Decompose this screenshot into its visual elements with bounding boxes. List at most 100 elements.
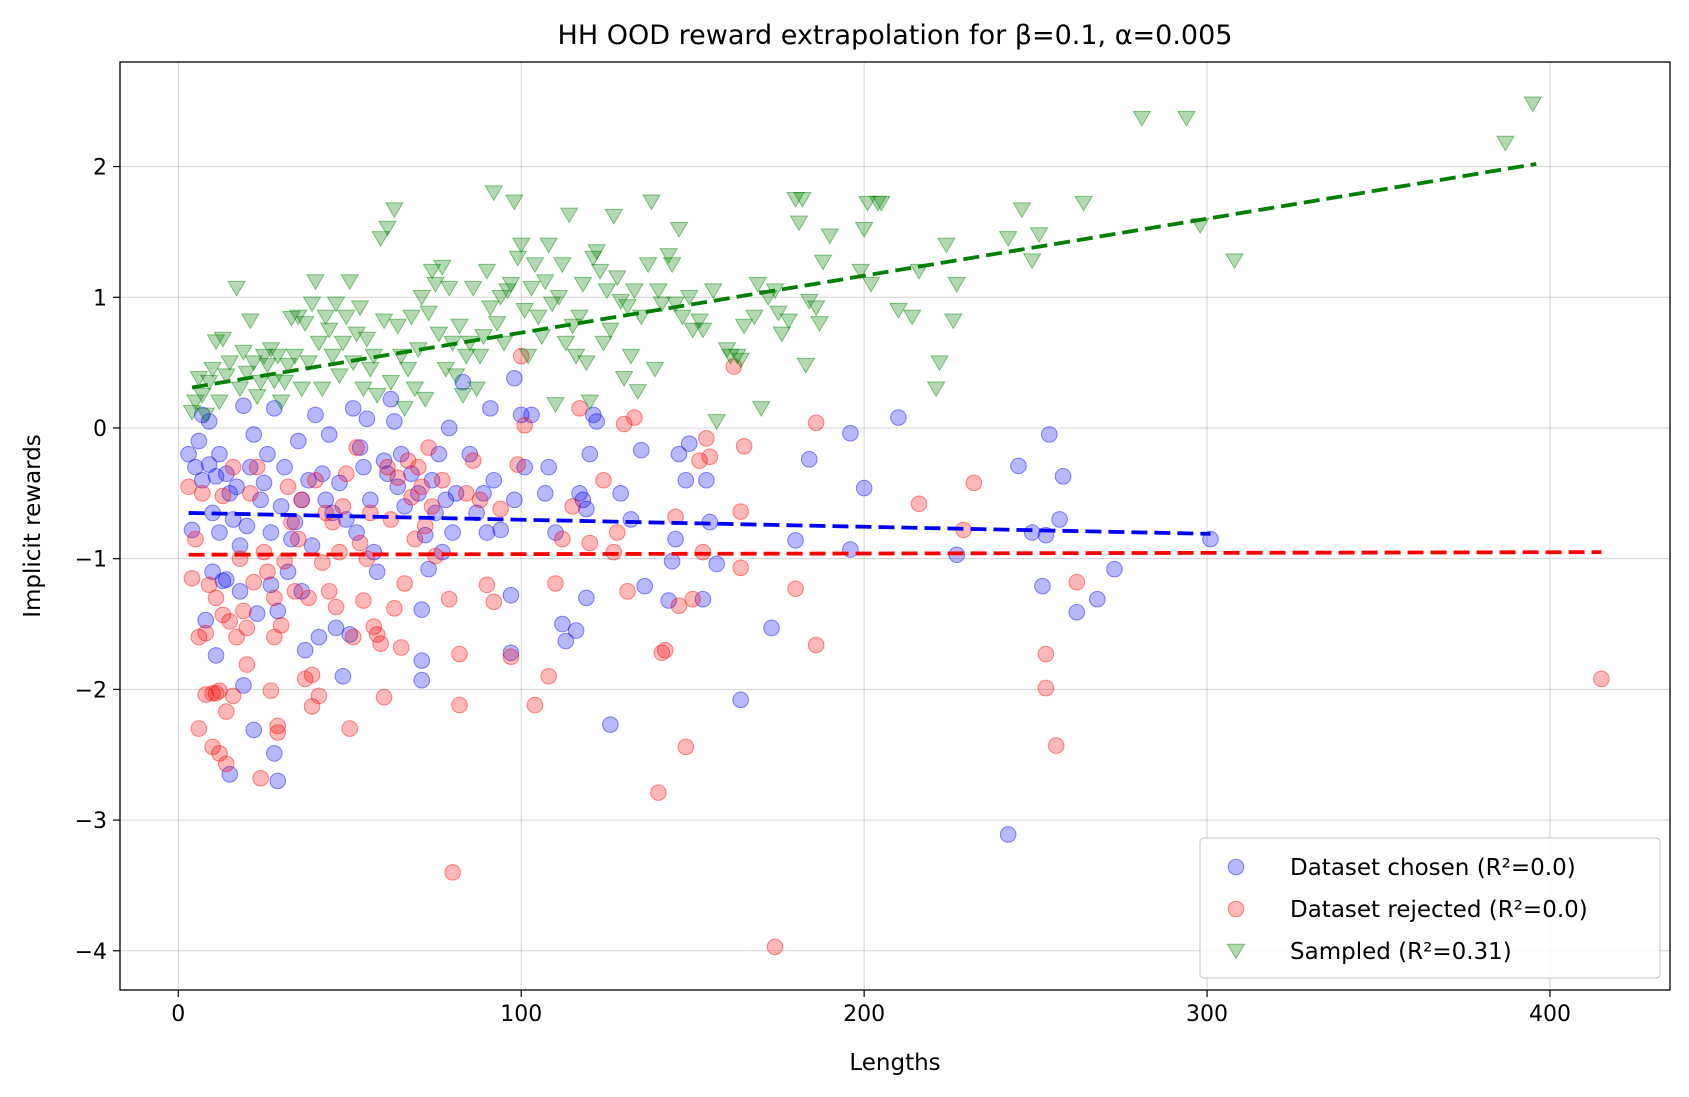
- data-point: [693, 322, 713, 339]
- data-point: [430, 445, 448, 463]
- data-point: [242, 458, 259, 476]
- data-point: [607, 270, 627, 287]
- data-point: [422, 263, 442, 280]
- data-point: [218, 703, 235, 720]
- data-point: [491, 289, 511, 306]
- data-point: [806, 300, 826, 317]
- data-point: [214, 487, 232, 505]
- data-point: [276, 458, 293, 476]
- data-point: [406, 530, 424, 548]
- data-point: [340, 274, 360, 291]
- data-point: [842, 424, 859, 442]
- data-point: [670, 597, 688, 615]
- chart-title: HH OOD reward extrapolation for β=0.1, α…: [558, 20, 1233, 51]
- data-point: [224, 687, 242, 705]
- data-point: [608, 524, 626, 541]
- data-point: [392, 445, 410, 463]
- data-point: [475, 485, 492, 502]
- data-point: [269, 717, 287, 735]
- data-point: [763, 619, 780, 637]
- data-point: [1022, 253, 1042, 270]
- data-point: [221, 613, 239, 630]
- data-point: [484, 185, 504, 202]
- data-point: [211, 445, 228, 463]
- data-point: [190, 628, 208, 646]
- y-tick-label: −3: [75, 809, 107, 834]
- data-point: [279, 563, 297, 581]
- data-point: [595, 471, 612, 489]
- data-point: [416, 526, 434, 544]
- data-point: [303, 666, 321, 684]
- series-2-trend-line: [191, 162, 1537, 390]
- data-point: [769, 305, 788, 322]
- data-point: [694, 590, 712, 608]
- data-point: [779, 313, 799, 330]
- data-point: [347, 326, 366, 343]
- data-point: [285, 348, 305, 365]
- data-point: [653, 644, 671, 662]
- data-point: [1132, 110, 1152, 127]
- data-point: [1041, 426, 1058, 443]
- x-tick-label: 100: [500, 1002, 542, 1027]
- y-tick-label: 2: [93, 156, 107, 181]
- data-point: [213, 331, 233, 348]
- data-point: [310, 687, 328, 705]
- data-point: [813, 254, 833, 271]
- data-point: [402, 309, 421, 326]
- data-point: [341, 720, 359, 737]
- data-point: [440, 590, 458, 608]
- data-point: [203, 361, 222, 378]
- trend-layer: [188, 162, 1602, 557]
- data-point: [1068, 603, 1086, 621]
- data-point: [296, 670, 314, 688]
- data-point: [248, 458, 266, 476]
- data-point: [573, 276, 593, 293]
- data-point: [214, 572, 232, 590]
- data-point: [786, 191, 805, 208]
- data-point: [403, 488, 420, 506]
- data-point: [470, 348, 490, 365]
- data-point: [564, 498, 581, 515]
- legend-marker: [1227, 900, 1245, 918]
- data-point: [787, 580, 804, 598]
- data-point: [679, 289, 699, 306]
- data-point: [299, 355, 318, 372]
- data-point: [677, 471, 695, 489]
- data-point: [252, 769, 269, 787]
- data-point: [245, 426, 263, 443]
- data-point: [386, 413, 403, 430]
- data-point: [807, 636, 825, 654]
- data-point: [238, 517, 256, 535]
- data-point: [536, 485, 554, 502]
- data-point: [652, 296, 672, 313]
- data-point: [357, 331, 377, 348]
- y-tick-label: 0: [93, 417, 107, 442]
- data-point: [1177, 110, 1196, 127]
- data-point: [423, 498, 441, 515]
- data-point: [351, 439, 369, 456]
- legend-marker: [1226, 943, 1246, 960]
- data-point: [197, 624, 215, 642]
- data-point: [272, 617, 290, 634]
- data-point: [371, 231, 390, 248]
- legend-label: Sampled (R²=0.31): [1290, 939, 1512, 965]
- data-point: [336, 309, 356, 326]
- series-0-points: [180, 370, 1219, 843]
- data-point: [800, 451, 818, 468]
- data-point: [444, 864, 461, 881]
- data-point: [621, 348, 641, 365]
- data-point: [358, 410, 376, 428]
- data-point: [594, 335, 613, 352]
- data-point: [413, 652, 431, 669]
- data-point: [210, 394, 229, 411]
- data-point: [547, 575, 564, 592]
- data-point: [293, 491, 311, 509]
- data-point: [187, 458, 204, 476]
- data-point: [300, 471, 317, 489]
- legend: Dataset chosen (R²=0.0) Dataset rejected …: [1199, 837, 1661, 979]
- data-point: [309, 335, 329, 352]
- data-point: [909, 263, 929, 280]
- data-point: [799, 293, 819, 310]
- data-point: [245, 573, 263, 591]
